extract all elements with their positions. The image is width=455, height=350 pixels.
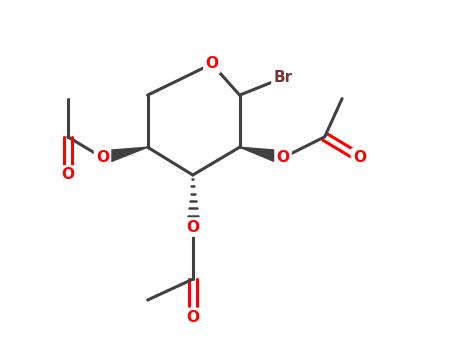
Text: O: O	[186, 219, 199, 234]
Text: O: O	[277, 150, 289, 165]
Polygon shape	[240, 147, 285, 164]
Text: O: O	[96, 150, 109, 165]
Text: O: O	[353, 150, 366, 165]
Polygon shape	[101, 147, 147, 164]
Text: Br: Br	[273, 70, 293, 85]
Text: O: O	[186, 310, 199, 325]
Text: O: O	[205, 56, 218, 71]
Text: O: O	[61, 168, 74, 182]
